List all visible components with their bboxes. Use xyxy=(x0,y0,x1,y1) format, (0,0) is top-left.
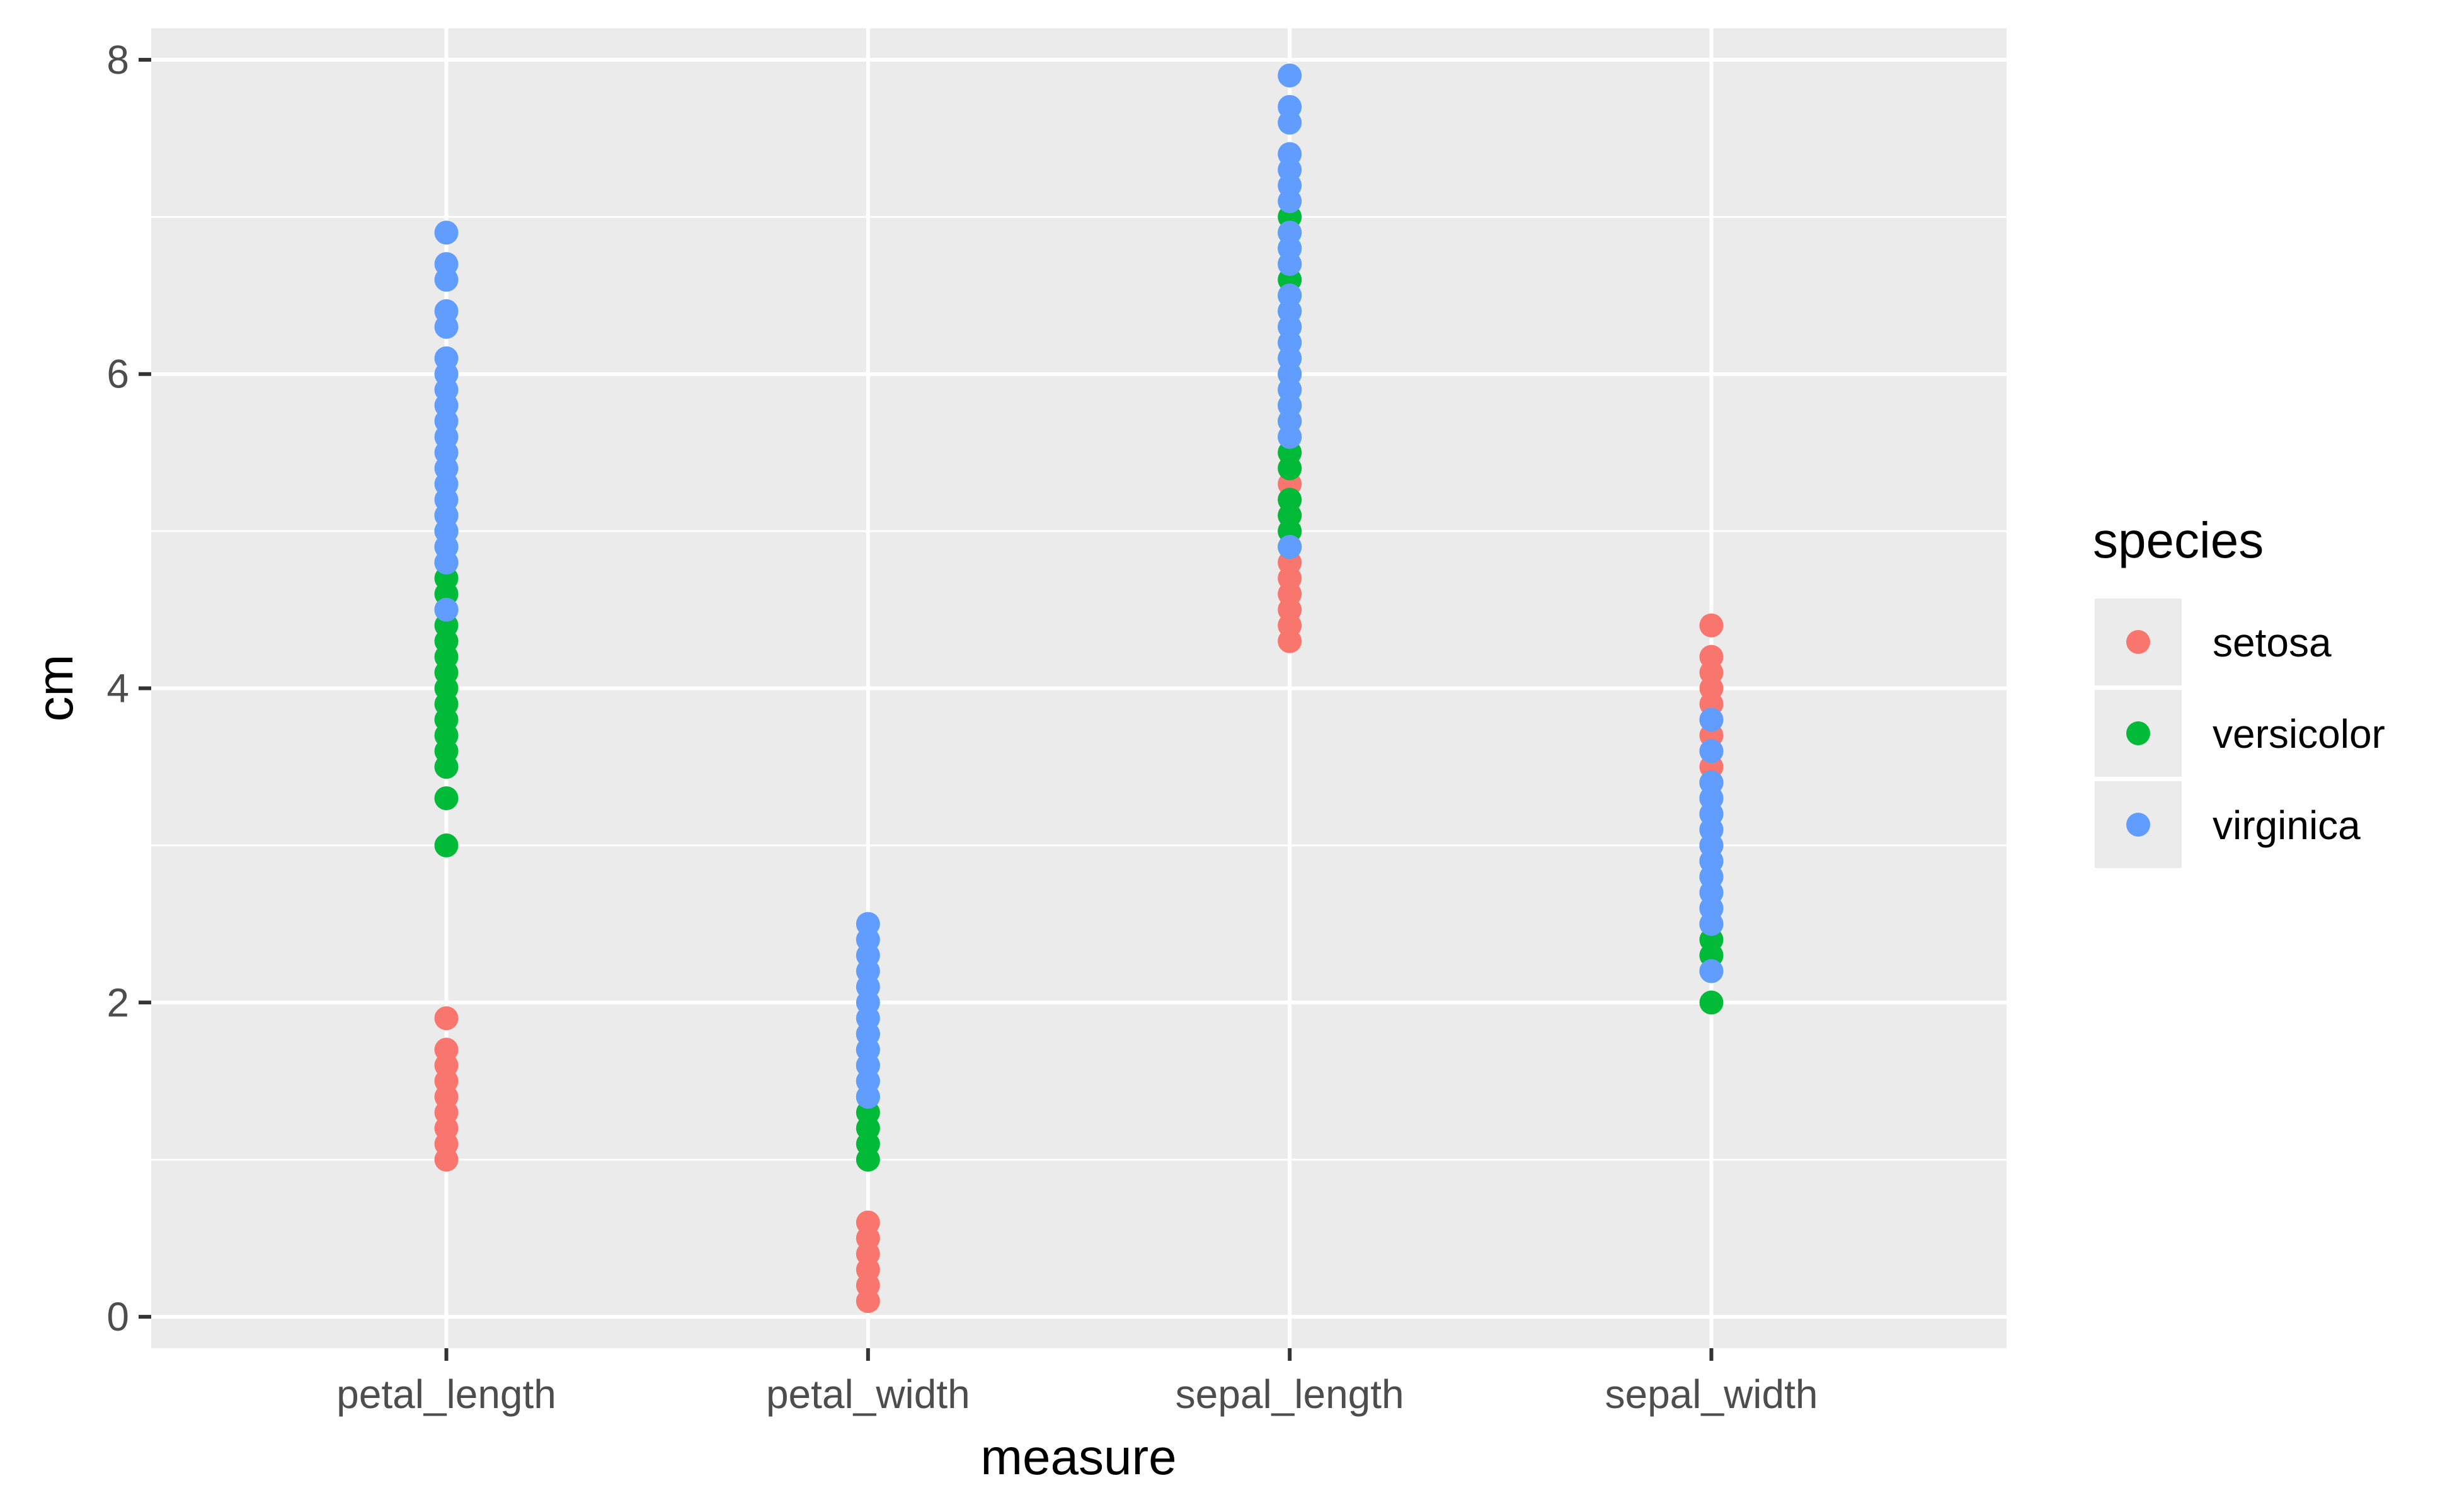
legend: species setosa versicolor virginica xyxy=(2093,512,2385,868)
legend-title: species xyxy=(2093,512,2264,568)
data-point-virginica xyxy=(1278,94,1302,119)
data-point-setosa xyxy=(856,1210,880,1235)
legend-label: versicolor xyxy=(2213,711,2385,757)
y-tick-label: 6 xyxy=(106,352,129,397)
data-point-virginica xyxy=(1278,283,1302,307)
data-point-virginica xyxy=(434,299,459,323)
data-point-virginica xyxy=(1278,142,1302,166)
data-point-versicolor xyxy=(1699,990,1724,1015)
data-point-virginica xyxy=(1699,959,1724,983)
data-point-versicolor xyxy=(434,833,459,857)
data-point-virginica xyxy=(1699,739,1724,764)
data-point-virginica xyxy=(434,220,459,245)
y-tick-label: 4 xyxy=(106,666,129,711)
axes: 0 2 4 6 8 petal_length petal_width sepal_length… xyxy=(106,37,1818,1417)
data-point-virginica xyxy=(434,597,459,622)
data-point-setosa xyxy=(434,1038,459,1062)
data-point-virginica xyxy=(1278,535,1302,559)
data-points xyxy=(434,63,1724,1314)
legend-swatch-setosa xyxy=(2126,630,2150,654)
legend-label: setosa xyxy=(2213,620,2332,665)
data-point-setosa xyxy=(1699,644,1724,669)
grid-lines xyxy=(151,28,2007,1348)
data-point-virginica xyxy=(1278,220,1302,245)
data-point-versicolor xyxy=(434,786,459,811)
data-point-virginica xyxy=(1278,63,1302,88)
legend-swatch-versicolor xyxy=(2126,721,2150,745)
data-point-virginica xyxy=(856,912,880,936)
x-tick-label: petal_width xyxy=(766,1372,970,1417)
x-tick-label: sepal_length xyxy=(1176,1372,1404,1417)
data-point-setosa xyxy=(434,1006,459,1031)
y-tick-label: 0 xyxy=(106,1294,129,1339)
data-point-virginica xyxy=(434,346,459,370)
x-tick-label: sepal_width xyxy=(1605,1372,1818,1417)
data-point-versicolor xyxy=(1278,488,1302,512)
x-axis-title: measure xyxy=(980,1429,1176,1485)
data-point-setosa xyxy=(1699,613,1724,638)
data-point-virginica xyxy=(1699,770,1724,795)
y-tick-label: 2 xyxy=(106,980,129,1025)
legend-swatch-virginica xyxy=(2126,813,2150,837)
x-tick-label: petal_length xyxy=(336,1372,556,1417)
data-point-virginica xyxy=(1699,707,1724,732)
legend-label: virginica xyxy=(2213,803,2361,848)
y-tick-label: 8 xyxy=(106,37,129,83)
y-axis-title: cm xyxy=(27,655,83,722)
data-point-virginica xyxy=(434,252,459,277)
